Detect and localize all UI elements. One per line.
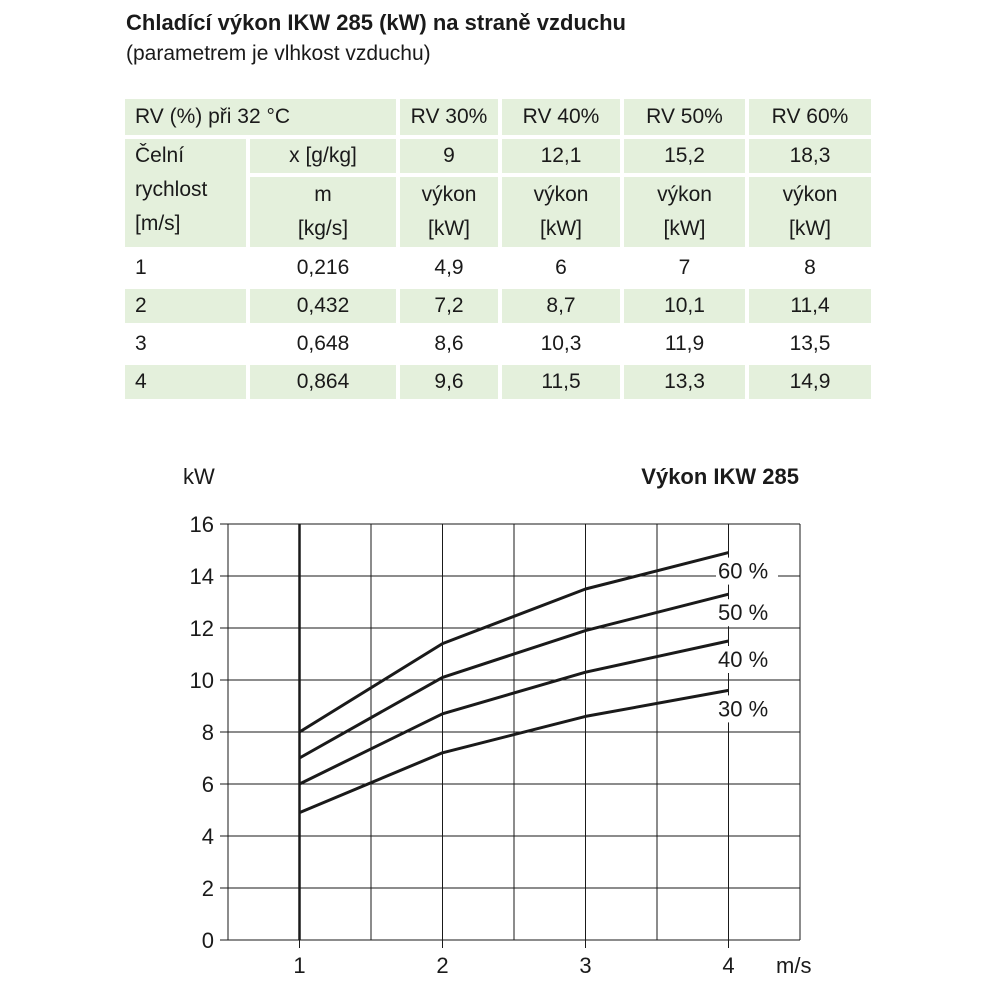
y-tick-label: 0 bbox=[202, 928, 214, 953]
power-cell: 11,9 bbox=[622, 325, 749, 365]
table-row: 4 0,864 9,6 11,5 13,3 14,9 bbox=[125, 363, 871, 403]
x-value-cell: 15,2 bbox=[622, 137, 749, 177]
y-axis-label: kW bbox=[183, 464, 215, 489]
x-value-cell: 12,1 bbox=[500, 137, 624, 177]
table-unit-row: m [kg/s] výkon [kW] výkon [kW] výkon [kW… bbox=[125, 175, 871, 251]
rv-header-cell: RV 30% bbox=[398, 99, 502, 139]
series-line-60 bbox=[298, 551, 729, 734]
power-cell: 10,1 bbox=[622, 287, 749, 327]
series-line-50 bbox=[298, 592, 729, 760]
power-cell: 8,7 bbox=[500, 287, 624, 327]
power-cell: 10,3 bbox=[500, 325, 624, 365]
series-label: 40 % bbox=[718, 647, 768, 672]
chart-grid bbox=[228, 523, 801, 940]
rv-label-cell: RV (%) při 32 °C bbox=[125, 99, 400, 139]
chart-series: 30 % 40 % 50 % 60 % bbox=[298, 551, 778, 814]
power-cell: 11,5 bbox=[500, 363, 624, 403]
table-row: 3 0,648 8,6 10,3 11,9 13,5 bbox=[125, 325, 871, 365]
series-line-40 bbox=[298, 639, 729, 786]
power-label-line: [kW] bbox=[540, 217, 582, 240]
rv-header-cell: RV 50% bbox=[622, 99, 749, 139]
series-label-background bbox=[716, 695, 778, 723]
y-tick-label: 2 bbox=[202, 876, 214, 901]
power-label-line: výkon bbox=[782, 183, 838, 206]
velocity-label-cell: Čelní rychlost [m/s] bbox=[125, 137, 250, 251]
power-cell: 13,5 bbox=[747, 325, 871, 365]
table-row: 2 0,432 7,2 8,7 10,1 11,4 bbox=[125, 287, 871, 327]
power-label-cell: výkon [kW] bbox=[500, 175, 624, 251]
power-cell: 11,4 bbox=[747, 287, 871, 327]
velocity-label-line: rychlost bbox=[135, 178, 208, 201]
table-row: 1 0,216 4,9 6 7 8 bbox=[125, 249, 871, 289]
velocity-label-line: [m/s] bbox=[135, 212, 181, 235]
series-label: 50 % bbox=[718, 600, 768, 625]
power-cell: 6 bbox=[500, 249, 624, 289]
x-tick-label: 4 bbox=[722, 953, 734, 978]
power-label-cell: výkon [kW] bbox=[398, 175, 502, 251]
page-title: Chladící výkon IKW 285 (kW) na straně vz… bbox=[126, 10, 626, 35]
power-label-line: [kW] bbox=[789, 217, 831, 240]
table-x-row: Čelní rychlost [m/s] x [g/kg] 9 12,1 15,… bbox=[125, 137, 871, 251]
power-cell: 7,2 bbox=[398, 287, 502, 327]
series-label: 60 % bbox=[718, 559, 768, 584]
power-cell: 8,6 bbox=[398, 325, 502, 365]
series-line-30 bbox=[298, 688, 729, 814]
x-value-cell: 18,3 bbox=[747, 137, 871, 177]
power-cell: 7 bbox=[622, 249, 749, 289]
power-cell: 13,3 bbox=[622, 363, 749, 403]
velocity-cell: 4 bbox=[125, 363, 250, 403]
table-header-row: RV (%) při 32 °C RV 30% RV 40% RV 50% RV… bbox=[125, 99, 871, 139]
mass-flow-cell: 0,216 bbox=[248, 249, 400, 289]
rv-header-cell: RV 40% bbox=[500, 99, 624, 139]
series-label-background bbox=[716, 599, 778, 627]
page-subtitle: (parametrem je vlhkost vzduchu) bbox=[126, 42, 431, 65]
m-label-line: [kg/s] bbox=[297, 217, 349, 240]
power-cell: 14,9 bbox=[747, 363, 871, 403]
mass-flow-cell: 0,648 bbox=[248, 325, 400, 365]
velocity-cell: 2 bbox=[125, 287, 250, 327]
power-cell: 4,9 bbox=[398, 249, 502, 289]
power-label-line: výkon bbox=[421, 183, 477, 206]
y-tick-label: 16 bbox=[190, 512, 214, 537]
power-label-line: [kW] bbox=[663, 217, 706, 240]
power-cell: 8 bbox=[747, 249, 871, 289]
y-tick-label: 12 bbox=[190, 616, 214, 641]
series-label: 30 % bbox=[718, 696, 768, 721]
x-label-cell: x [g/kg] bbox=[248, 137, 400, 177]
power-label-line: výkon bbox=[533, 183, 589, 206]
y-tick-label: 10 bbox=[190, 668, 214, 693]
velocity-cell: 1 bbox=[125, 249, 250, 289]
x-axis-label: m/s bbox=[776, 953, 811, 978]
y-tick-label: 4 bbox=[202, 824, 214, 849]
x-tick-label: 1 bbox=[293, 953, 305, 978]
power-label-cell: výkon [kW] bbox=[747, 175, 871, 251]
power-label-cell: výkon [kW] bbox=[622, 175, 749, 251]
x-value-cell: 9 bbox=[398, 137, 502, 177]
velocity-label-line: Čelní bbox=[135, 144, 185, 167]
m-label-line: m bbox=[314, 183, 332, 206]
mass-flow-cell: 0,432 bbox=[248, 287, 400, 327]
series-label-background bbox=[716, 557, 778, 585]
series-label-background bbox=[716, 646, 778, 673]
x-tick-label: 2 bbox=[436, 953, 448, 978]
x-tick-label: 3 bbox=[579, 953, 591, 978]
power-cell: 9,6 bbox=[398, 363, 502, 403]
mass-flow-cell: 0,864 bbox=[248, 363, 400, 403]
rv-header-cell: RV 60% bbox=[747, 99, 871, 139]
chart-title: Výkon IKW 285 bbox=[641, 464, 799, 489]
power-label-line: výkon bbox=[657, 183, 712, 206]
m-label-cell: m [kg/s] bbox=[248, 175, 400, 251]
velocity-cell: 3 bbox=[125, 325, 250, 365]
y-tick-label: 6 bbox=[202, 772, 214, 797]
y-tick-label: 8 bbox=[202, 720, 214, 745]
performance-table: RV (%) při 32 °C RV 30% RV 40% RV 50% RV… bbox=[125, 99, 871, 403]
y-tick-label: 14 bbox=[190, 564, 214, 589]
power-label-line: [kW] bbox=[428, 217, 470, 240]
